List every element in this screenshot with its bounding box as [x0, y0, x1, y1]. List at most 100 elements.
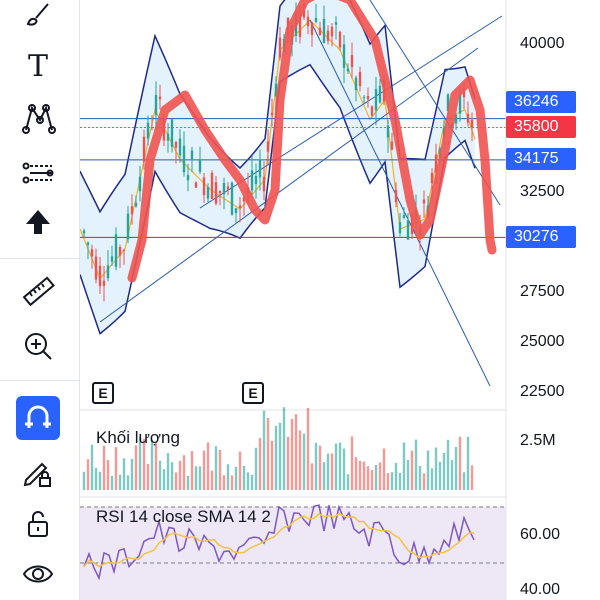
- zoom-in-icon[interactable]: [16, 324, 60, 368]
- candle-body: [130, 206, 134, 215]
- volume-bar: [238, 451, 242, 490]
- volume-bar: [266, 417, 270, 490]
- volume-bar: [230, 475, 234, 490]
- candle-body: [462, 88, 466, 98]
- chart-canvas[interactable]: [80, 0, 600, 600]
- volume-bar: [374, 464, 378, 490]
- lock-drawing-icon[interactable]: [16, 450, 60, 494]
- candle-body: [198, 160, 202, 172]
- candle-body: [222, 182, 226, 195]
- volume-bar: [146, 463, 150, 490]
- volume-bar: [314, 442, 318, 490]
- price-tag-34175[interactable]: 34175: [506, 148, 576, 170]
- drawing-toolbar: T: [0, 0, 80, 600]
- candle-body: [470, 119, 474, 128]
- volume-bar: [466, 436, 470, 490]
- candle-body: [362, 97, 366, 99]
- candle-body: [322, 19, 326, 43]
- candle-body: [278, 37, 282, 58]
- candle-body: [178, 138, 182, 156]
- price-axis-label: 40000: [520, 35, 565, 52]
- candle-body: [226, 186, 230, 190]
- volume-bar: [126, 475, 130, 490]
- volume-bar: [98, 471, 102, 490]
- price-axis-label: 25000: [520, 333, 565, 350]
- volume-bar: [362, 461, 366, 490]
- candle-body: [422, 199, 426, 204]
- bollinger-upper: [80, 0, 476, 214]
- volume-bar: [106, 460, 110, 490]
- volume-bar: [190, 451, 194, 490]
- earnings-badge[interactable]: E: [92, 382, 114, 404]
- volume-bar: [174, 472, 178, 490]
- volume-bar: [398, 472, 402, 490]
- candle-body: [134, 202, 138, 207]
- candle-body: [138, 176, 142, 192]
- text-tool-icon[interactable]: T: [27, 48, 48, 84]
- volume-bar: [110, 475, 114, 490]
- candle-body: [250, 170, 254, 191]
- candle-body: [366, 95, 370, 100]
- volume-bar: [270, 440, 274, 490]
- candle-body: [174, 142, 178, 148]
- candle-body: [430, 173, 434, 184]
- arrow-up-icon[interactable]: [16, 200, 60, 244]
- candle-body: [310, 22, 314, 35]
- candle-body: [394, 189, 398, 203]
- volume-bar: [150, 439, 154, 490]
- volume-bar: [90, 444, 94, 490]
- candle-body: [166, 133, 170, 141]
- candle-body: [334, 22, 338, 25]
- rsi-line: [83, 504, 475, 581]
- volume-bar: [250, 474, 254, 490]
- volume-bar: [154, 441, 158, 490]
- candle-body: [330, 26, 334, 37]
- candle-body: [230, 182, 234, 215]
- volume-bar: [422, 473, 426, 490]
- volume-bar: [470, 465, 474, 490]
- candle-body: [86, 242, 90, 246]
- volume-bar: [414, 439, 418, 490]
- price-tag-30276[interactable]: 30276: [506, 226, 576, 248]
- candle-body: [190, 150, 194, 159]
- candle-body: [186, 175, 190, 181]
- candle-body: [370, 106, 374, 116]
- volume-bar: [298, 430, 302, 490]
- forecast-tool-icon[interactable]: [16, 150, 60, 194]
- candle-body: [338, 31, 342, 48]
- earnings-badge[interactable]: E: [242, 382, 264, 404]
- candle-body: [162, 119, 166, 141]
- brush-icon[interactable]: [16, 0, 60, 36]
- candle-body: [90, 249, 94, 257]
- volume-bar: [86, 459, 90, 490]
- lock-icon[interactable]: [16, 502, 60, 546]
- volume-bar: [386, 473, 390, 490]
- volume-bar: [186, 475, 190, 490]
- candle-body: [434, 154, 438, 173]
- volume-bar: [222, 475, 226, 490]
- price-tag-35800[interactable]: 35800: [506, 116, 576, 138]
- candle-body: [326, 30, 330, 41]
- volume-bar: [242, 465, 246, 490]
- volume-bar: [118, 474, 122, 490]
- candle-body: [126, 213, 130, 240]
- volume-pane-label: Khối lượng: [96, 428, 180, 447]
- volume-bar: [114, 447, 118, 490]
- candle-body: [378, 85, 382, 103]
- pattern-tool-icon[interactable]: [16, 96, 60, 140]
- volume-axis-label: 2.5M: [520, 432, 556, 449]
- volume-bar: [206, 442, 210, 490]
- volume-bar: [294, 414, 298, 490]
- candle-body: [210, 172, 214, 199]
- price-tag-36246[interactable]: 36246: [506, 91, 576, 113]
- volume-bar: [82, 471, 86, 490]
- magnet-icon[interactable]: [16, 396, 60, 440]
- eye-icon[interactable]: [16, 552, 60, 596]
- volume-bar: [274, 425, 278, 490]
- volume-bar: [438, 461, 442, 490]
- candle-body: [114, 234, 118, 267]
- volume-bar: [402, 442, 406, 490]
- volume-bar: [338, 442, 342, 490]
- chart-area[interactable]: 40000 32500 27500 25000 22500 36246 3580…: [80, 0, 600, 600]
- ruler-icon[interactable]: [16, 270, 60, 314]
